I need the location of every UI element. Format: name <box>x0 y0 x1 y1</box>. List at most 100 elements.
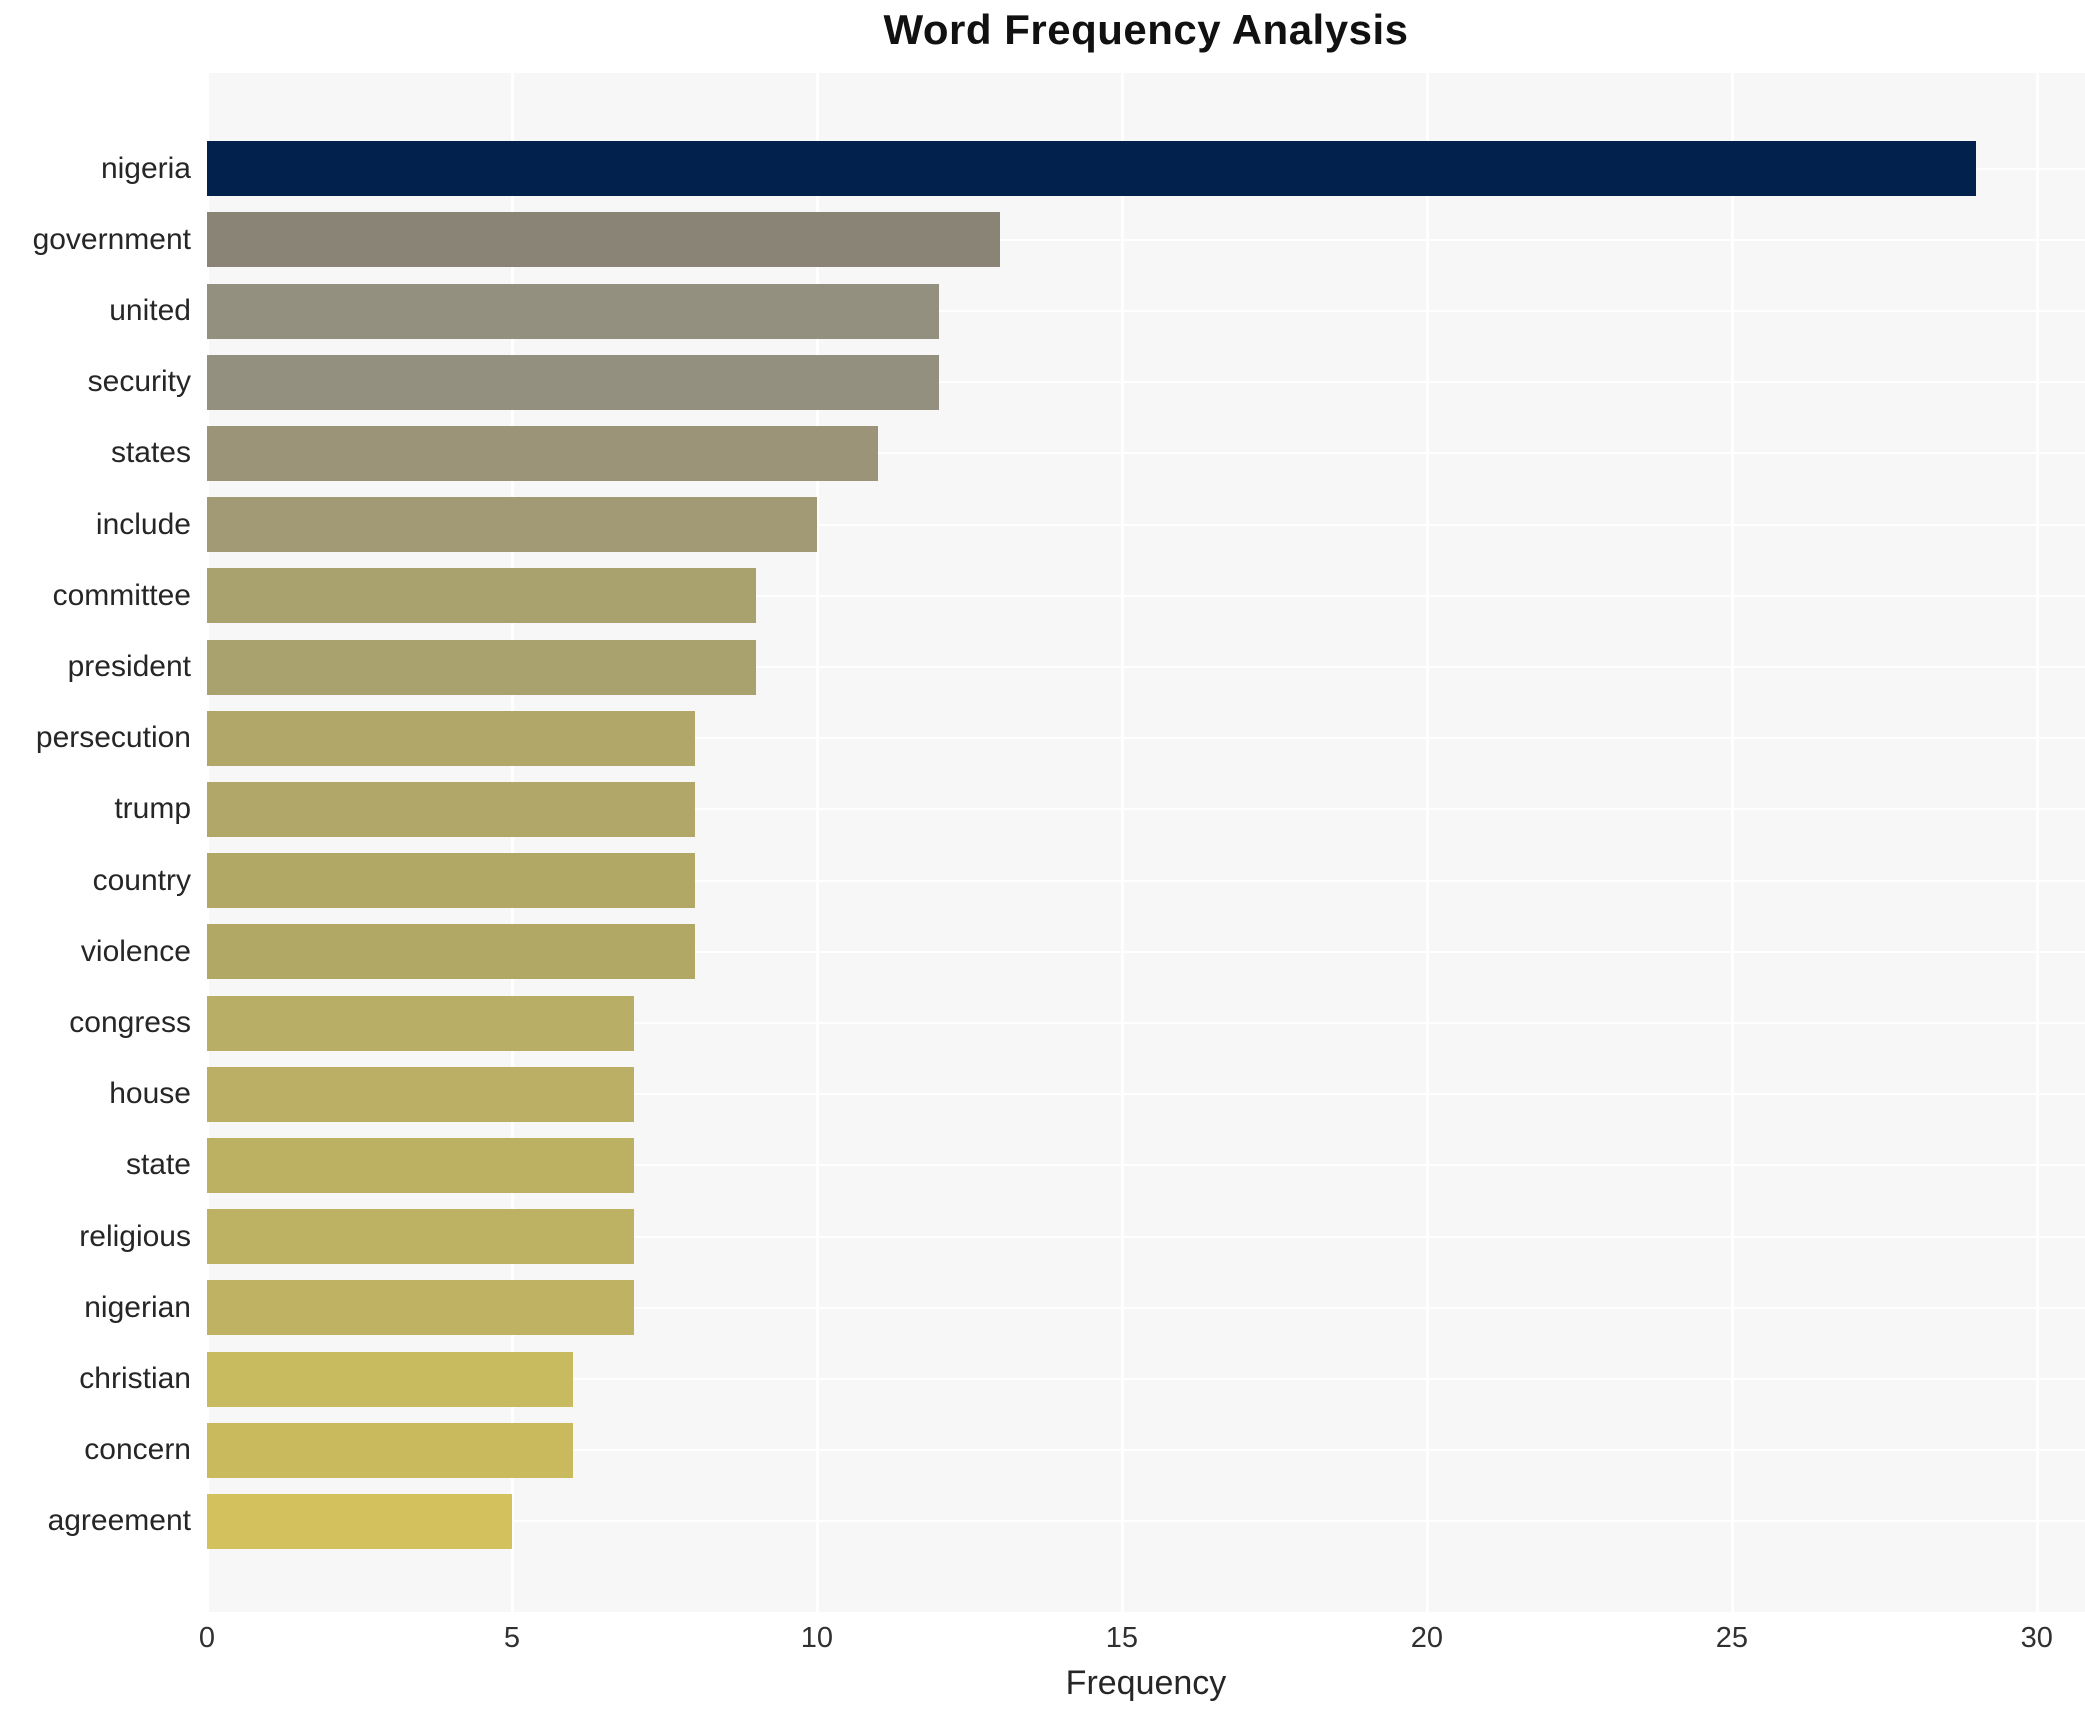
bar-track <box>207 212 2085 268</box>
chart-row: united <box>0 275 2085 346</box>
bar-track <box>207 853 2085 909</box>
bar-rows: nigeria government united security state… <box>0 133 2085 1557</box>
horizontal-gridline <box>207 381 2085 384</box>
horizontal-gridline <box>207 310 2085 312</box>
bar-track <box>207 1209 2085 1265</box>
category-label: persecution <box>35 721 191 755</box>
chart-row: religious <box>0 1201 2085 1272</box>
category-label: congress <box>69 1006 191 1040</box>
vertical-gridline <box>2035 73 2039 1612</box>
chart-row: country <box>0 845 2085 916</box>
category-label: united <box>109 294 191 327</box>
horizontal-gridline <box>207 1022 2085 1024</box>
horizontal-gridline <box>207 1449 2085 1452</box>
x-tick-label: 30 <box>2020 1622 2053 1654</box>
category-label: christian <box>79 1362 191 1396</box>
horizontal-gridline <box>207 1520 2085 1523</box>
horizontal-gridline <box>207 950 2085 953</box>
bar <box>207 425 878 481</box>
chart-row: violence <box>0 916 2085 987</box>
horizontal-gridline <box>207 666 2085 668</box>
vertical-gridline <box>510 73 514 1612</box>
bar-track <box>207 639 2085 695</box>
category-label: include <box>95 507 191 541</box>
category-label: house <box>109 1077 191 1111</box>
bar <box>207 141 1976 197</box>
bar-track <box>207 924 2085 980</box>
horizontal-gridline <box>207 1235 2085 1238</box>
category-label: government <box>32 222 191 256</box>
bar-track <box>207 781 2085 837</box>
bar <box>207 1422 573 1478</box>
vertical-gridline <box>1730 73 1734 1612</box>
chart-row: christian <box>0 1343 2085 1414</box>
bar-track <box>207 710 2085 766</box>
category-label: president <box>67 650 191 684</box>
bar-track <box>207 1351 2085 1407</box>
chart-row: concern <box>0 1415 2085 1486</box>
vertical-gridline <box>1120 73 1124 1612</box>
horizontal-gridline <box>207 1378 2085 1380</box>
bar-track <box>207 425 2085 481</box>
horizontal-gridline <box>207 1306 2085 1309</box>
bar-track <box>207 497 2085 553</box>
category-label: country <box>92 863 191 897</box>
chart-row: government <box>0 204 2085 275</box>
bar <box>207 781 695 837</box>
category-label: nigeria <box>100 151 191 185</box>
x-tick-label: 5 <box>503 1622 521 1654</box>
bar <box>207 924 695 980</box>
horizontal-gridline <box>207 1164 2085 1167</box>
chart-title: Word Frequency Analysis <box>883 6 1409 53</box>
category-label: nigerian <box>84 1290 191 1324</box>
vertical-gridline <box>1425 73 1429 1612</box>
x-axis-label: Frequency <box>1065 1664 1227 1702</box>
horizontal-gridline <box>207 879 2085 882</box>
x-tick-label: 20 <box>1410 1622 1444 1654</box>
category-label: states <box>110 436 191 470</box>
horizontal-gridline <box>207 594 2085 597</box>
bar-track <box>207 1493 2085 1549</box>
bar <box>207 1351 573 1407</box>
bar-track <box>207 141 2085 197</box>
category-label: religious <box>79 1219 191 1253</box>
chart-row: nigeria <box>0 133 2085 204</box>
bar <box>207 853 695 909</box>
chart-row: security <box>0 347 2085 418</box>
bar <box>207 995 634 1051</box>
bar <box>207 1493 512 1549</box>
horizontal-gridline <box>207 523 2085 526</box>
bar <box>207 212 1000 268</box>
chart-row: include <box>0 489 2085 560</box>
bar-track <box>207 1422 2085 1478</box>
bar <box>207 1137 634 1193</box>
bar-track <box>207 1137 2085 1193</box>
category-label: security <box>87 365 191 399</box>
bar-track <box>207 1280 2085 1336</box>
chart-row: house <box>0 1059 2085 1130</box>
chart-row: agreement <box>0 1486 2085 1557</box>
x-tick-label: 15 <box>1105 1622 1139 1654</box>
bar <box>207 354 939 410</box>
chart-row: committee <box>0 560 2085 631</box>
bar-chart: nigeria government united security state… <box>0 73 2085 1612</box>
x-tick-label: 0 <box>198 1622 216 1654</box>
bar <box>207 283 939 339</box>
bar <box>207 639 756 695</box>
bar-track <box>207 568 2085 624</box>
bar-track <box>207 283 2085 339</box>
horizontal-gridline <box>207 737 2085 740</box>
bar-track <box>207 1066 2085 1122</box>
bar-track <box>207 354 2085 410</box>
chart-row: state <box>0 1130 2085 1201</box>
horizontal-gridline <box>207 808 2085 811</box>
bar-track <box>207 995 2085 1051</box>
chart-row: states <box>0 418 2085 489</box>
bar <box>207 497 817 553</box>
category-label: concern <box>84 1433 191 1467</box>
vertical-gridline <box>206 73 209 1612</box>
category-label: agreement <box>47 1504 191 1538</box>
horizontal-gridline <box>207 452 2085 455</box>
category-label: trump <box>114 792 191 826</box>
